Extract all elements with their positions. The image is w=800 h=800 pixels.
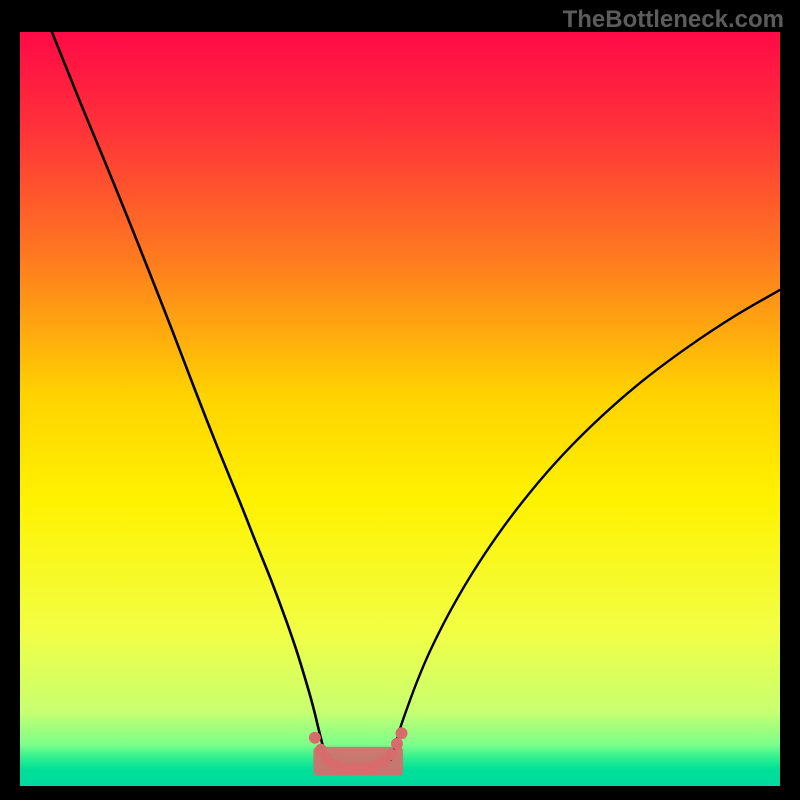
gradient-background xyxy=(20,32,780,786)
watermark-text: TheBottleneck.com xyxy=(563,6,784,34)
chart-container: TheBottleneck.com xyxy=(0,0,800,800)
plot-area xyxy=(20,32,780,786)
